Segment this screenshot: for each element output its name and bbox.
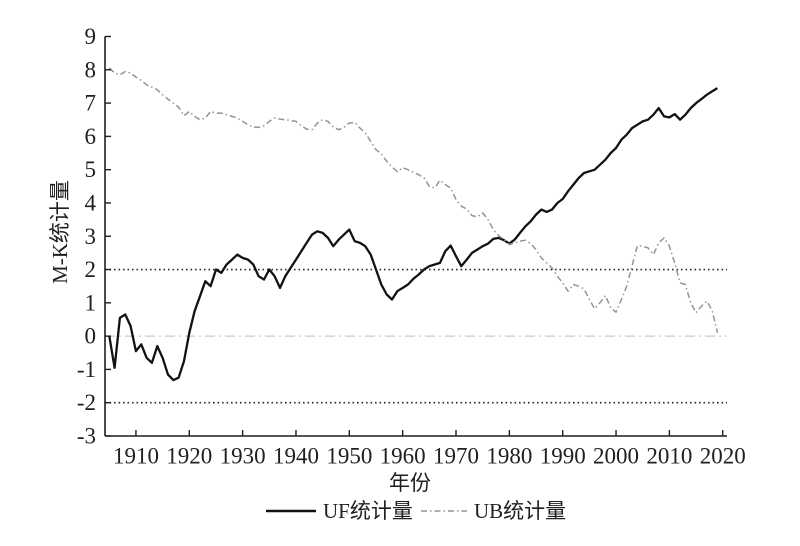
y-axis-ticks: -3 -2 -1 0 1 2 3 4 5 6 7 8 9 <box>77 24 111 449</box>
uf-series-line <box>108 87 719 382</box>
y-tick-label: 6 <box>85 124 97 149</box>
x-axis-ticks: 1910 1920 1930 1940 1950 1960 1970 1980 1990 2000… <box>113 430 746 469</box>
axes: -3 -2 -1 0 1 2 3 4 5 6 7 8 9 1910 1920 1930 1940 1950 196… <box>77 24 746 469</box>
y-axis-title: M-K统计量 <box>48 180 72 284</box>
x-tick-label: 1960 <box>380 444 426 469</box>
x-tick-label: 1980 <box>486 444 532 469</box>
x-tick-label: 1940 <box>273 444 319 469</box>
x-tick-label: 2020 <box>700 444 746 469</box>
x-tick-label: 1990 <box>540 444 586 469</box>
y-tick-label: 4 <box>85 190 97 215</box>
x-tick-label: 2000 <box>593 444 639 469</box>
x-tick-label: 1920 <box>166 444 212 469</box>
reference-lines <box>105 268 727 404</box>
x-tick-label: 1930 <box>220 444 266 469</box>
ub-series-line <box>108 67 719 333</box>
y-tick-label: -1 <box>77 357 96 382</box>
y-tick-label: -3 <box>77 424 96 449</box>
y-tick-label: 7 <box>85 91 97 116</box>
y-tick-label: 3 <box>85 224 97 249</box>
y-tick-label: 9 <box>85 24 97 49</box>
y-tick-label: 1 <box>85 290 97 315</box>
y-tick-label: 5 <box>85 157 97 182</box>
y-tick-label: 0 <box>85 324 97 349</box>
series-lines <box>108 67 719 382</box>
legend-uf-label: UF统计量 <box>323 499 413 523</box>
legend-ub-label: UB统计量 <box>474 499 566 523</box>
y-tick-label: -2 <box>77 390 96 415</box>
x-axis-title: 年份 <box>389 471 431 495</box>
y-tick-label: 2 <box>85 257 97 282</box>
x-tick-label: 1970 <box>433 444 479 469</box>
legend: UF统计量 UB统计量 <box>266 499 566 523</box>
y-tick-label: 8 <box>85 57 97 82</box>
x-tick-label: 1910 <box>113 444 159 469</box>
x-tick-label: 1950 <box>326 444 372 469</box>
x-tick-label: 2010 <box>646 444 692 469</box>
